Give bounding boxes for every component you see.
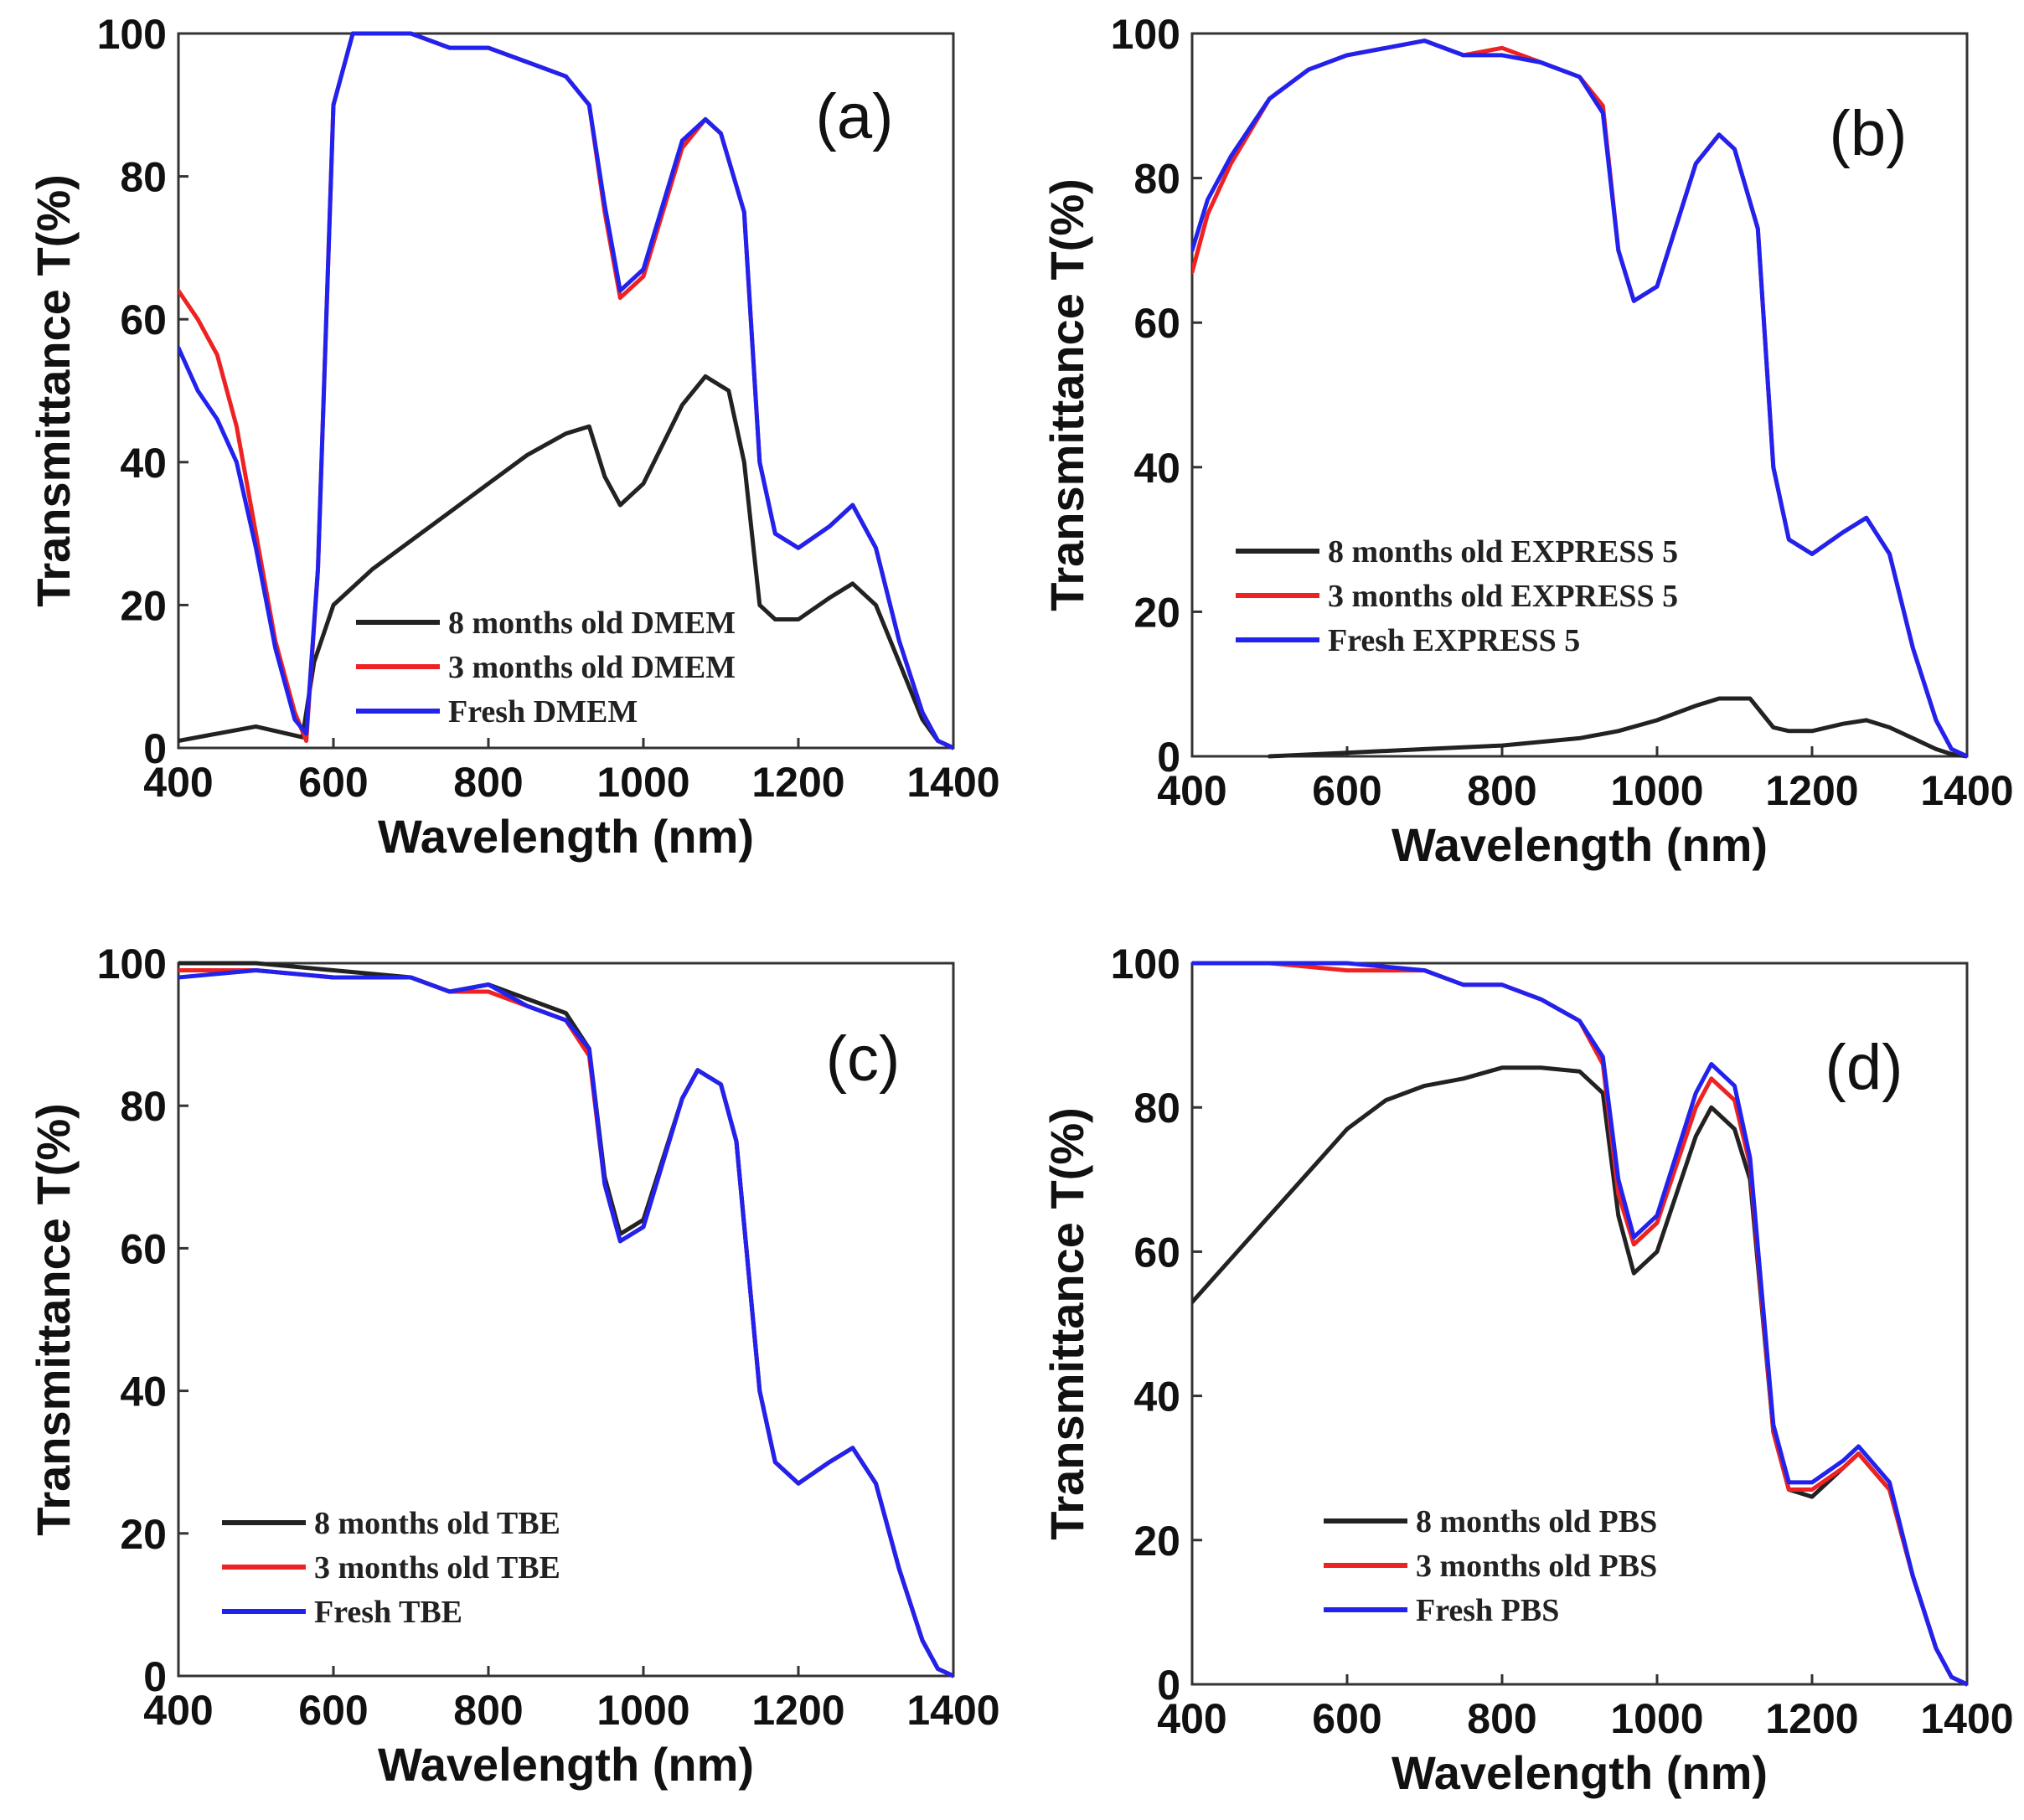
x-tick-label: 1200 xyxy=(1765,767,1858,814)
y-tick-label: 60 xyxy=(1133,1229,1180,1276)
y-tick-label: 40 xyxy=(1133,445,1180,492)
y-tick-label: 80 xyxy=(1133,1085,1180,1132)
y-tick-label: 60 xyxy=(120,1225,167,1272)
x-tick-label: 600 xyxy=(1312,767,1381,814)
series-line-fresh-tbe xyxy=(178,968,953,1678)
x-tick-label: 1200 xyxy=(751,1687,844,1734)
y-tick-label: 60 xyxy=(120,296,167,343)
x-tick-label: 1200 xyxy=(1765,1695,1858,1742)
x-tick-label: 1000 xyxy=(1610,1695,1703,1742)
legend-label: 3 months old TBE xyxy=(314,1550,560,1585)
plot-frame xyxy=(177,962,955,1678)
x-tick-label: 1000 xyxy=(596,1687,689,1734)
y-tick-label: 100 xyxy=(1111,11,1180,58)
x-tick-label: 600 xyxy=(298,759,368,806)
y-tick-label: 40 xyxy=(120,440,167,487)
panel-b: 400 600 800 1000 1200 1400 0 20 40 60 80 100 Wavelen… xyxy=(1040,11,2014,871)
panel-label: (a) xyxy=(816,81,894,152)
y-tick-label: 0 xyxy=(1157,1662,1180,1709)
x-tick-label: 1000 xyxy=(1610,767,1703,814)
x-tick-label: 600 xyxy=(1312,1695,1381,1742)
series-line-fresh-express-5 xyxy=(1192,39,1967,759)
legend-label: 3 months old PBS xyxy=(1416,1549,1657,1584)
x-tick-label: 800 xyxy=(453,1687,523,1734)
x-tick-label: 800 xyxy=(1467,767,1536,814)
y-axis-title: Transmittance T(%) xyxy=(27,174,80,607)
y-tick-label: 0 xyxy=(143,725,167,772)
x-tick-label: 1000 xyxy=(596,759,689,806)
plot-frame xyxy=(1190,32,1969,758)
x-tick-label: 400 xyxy=(1157,767,1226,814)
x-tick-label: 800 xyxy=(1467,1695,1536,1742)
legend-label: 8 months old DMEM xyxy=(448,606,736,641)
y-tick-label: 20 xyxy=(120,1511,167,1558)
x-tick-label: 1400 xyxy=(1920,1695,2013,1742)
panel-label: (b) xyxy=(1830,98,1908,169)
y-tick-label: 80 xyxy=(120,1083,167,1130)
legend-label: Fresh TBE xyxy=(314,1595,462,1630)
x-tick-label: 400 xyxy=(143,1687,213,1734)
y-axis-title: Transmittance T(%) xyxy=(1040,178,1093,611)
x-tick-label: 1400 xyxy=(1920,767,2013,814)
x-tick-label: 800 xyxy=(453,759,523,806)
legend-label: 8 months old PBS xyxy=(1416,1504,1657,1539)
legend-label: Fresh EXPRESS 5 xyxy=(1328,623,1580,658)
y-tick-label: 0 xyxy=(143,1653,167,1700)
legend-label: 3 months old EXPRESS 5 xyxy=(1328,579,1678,614)
x-axis-title: Wavelength (nm) xyxy=(1392,818,1768,871)
series-line-8-months-old-express-5 xyxy=(1268,696,1967,759)
x-tick-label: 1400 xyxy=(906,1687,999,1734)
panel-label: (d) xyxy=(1825,1032,1903,1103)
x-tick-label: 1200 xyxy=(751,759,844,806)
y-axis-title: Transmittance T(%) xyxy=(27,1103,80,1536)
series-line-8-months-old-dmem xyxy=(178,374,953,750)
y-tick-label: 80 xyxy=(120,154,167,201)
series-line-fresh-dmem xyxy=(178,31,953,750)
panel-d: 400 600 800 1000 1200 1400 0 20 40 60 80 100 Wavelen… xyxy=(1040,941,2014,1799)
y-tick-label: 40 xyxy=(120,1369,167,1415)
x-axis-title: Wavelength (nm) xyxy=(1392,1746,1768,1799)
legend-label: 3 months old DMEM xyxy=(448,650,736,685)
x-tick-label: 400 xyxy=(1157,1695,1226,1742)
y-tick-label: 100 xyxy=(1111,941,1180,987)
y-tick-label: 100 xyxy=(97,11,167,58)
y-tick-label: 100 xyxy=(97,941,167,987)
legend-label: 8 months old EXPRESS 5 xyxy=(1328,534,1678,570)
y-tick-label: 0 xyxy=(1157,734,1180,781)
y-tick-label: 40 xyxy=(1133,1374,1180,1420)
series-line-8-months-old-pbs xyxy=(1192,1065,1967,1687)
y-axis-title: Transmittance T(%) xyxy=(1040,1107,1093,1540)
panel-a: 400 600 800 1000 1200 1400 0 20 40 60 80 100 Wavelen… xyxy=(27,11,1000,863)
x-axis-title: Wavelength (nm) xyxy=(378,810,754,863)
y-tick-label: 20 xyxy=(120,582,167,629)
legend-label: Fresh DMEM xyxy=(448,694,638,730)
legend-label: 8 months old TBE xyxy=(314,1506,560,1541)
panel-c: 400 600 800 1000 1200 1400 0 20 40 60 80 100 Wavelen… xyxy=(27,941,1000,1791)
legend-label: Fresh PBS xyxy=(1416,1593,1559,1628)
x-tick-label: 1400 xyxy=(906,759,999,806)
y-tick-label: 20 xyxy=(1133,1518,1180,1565)
x-tick-label: 400 xyxy=(143,759,213,806)
y-tick-label: 80 xyxy=(1133,156,1180,203)
x-axis-title: Wavelength (nm) xyxy=(378,1738,754,1791)
x-tick-label: 600 xyxy=(298,1687,368,1734)
series-line-fresh-pbs xyxy=(1192,961,1967,1687)
plot-frame xyxy=(1190,962,1969,1686)
plot-frame xyxy=(177,32,955,750)
y-tick-label: 20 xyxy=(1133,589,1180,636)
y-tick-label: 60 xyxy=(1133,300,1180,347)
panel-label: (c) xyxy=(826,1023,901,1095)
